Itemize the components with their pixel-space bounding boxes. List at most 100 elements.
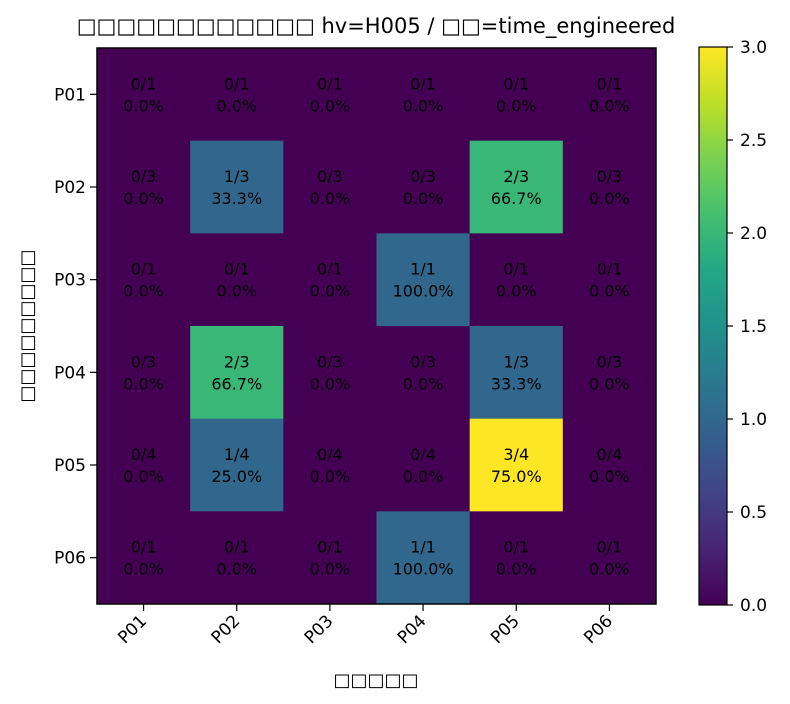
cell-label: 0/1 bbox=[317, 74, 343, 93]
y-axis-title: □□□□□□□□□ bbox=[17, 249, 38, 402]
cell-label: 0/1 bbox=[131, 538, 157, 557]
cell-label: 100.0% bbox=[393, 282, 454, 301]
cell-label: 0/1 bbox=[317, 260, 343, 279]
x-tick-label: P01 bbox=[114, 611, 151, 648]
cell-label: 0/1 bbox=[317, 538, 343, 557]
heatmap-cell bbox=[97, 48, 191, 142]
cell-label: 25.0% bbox=[211, 467, 262, 486]
cell-label: 0.0% bbox=[216, 282, 257, 301]
cell-label: 0.0% bbox=[589, 189, 630, 208]
heatmap-cell bbox=[562, 326, 657, 420]
cell-label: 0.0% bbox=[403, 96, 444, 115]
cell-label: 0.0% bbox=[123, 467, 164, 486]
cell-label: 0/3 bbox=[597, 167, 623, 186]
cell-label: 0.0% bbox=[123, 560, 164, 579]
cell-label: 0/1 bbox=[503, 260, 529, 279]
heatmap-cell bbox=[376, 326, 471, 420]
heatmap-cell bbox=[376, 418, 471, 512]
cell-label: 0/3 bbox=[131, 352, 157, 371]
cell-label: 0.0% bbox=[403, 189, 444, 208]
cell-label: 0/1 bbox=[597, 538, 623, 557]
colorbar-tick-label: 3.0 bbox=[740, 38, 767, 58]
heatmap-cell bbox=[97, 418, 191, 512]
heatmap-cells bbox=[97, 48, 657, 605]
colorbar-gradient bbox=[698, 46, 728, 606]
cell-label: 0/4 bbox=[597, 445, 623, 464]
cell-label: 3/4 bbox=[503, 445, 529, 464]
cell-label: 1/3 bbox=[503, 352, 529, 371]
cell-label: 0/4 bbox=[317, 445, 343, 464]
cell-label: 0.0% bbox=[310, 374, 351, 393]
cell-label: 0.0% bbox=[589, 374, 630, 393]
cell-label: 0/1 bbox=[410, 74, 436, 93]
heatmap-cell bbox=[376, 48, 471, 142]
heatmap-cell bbox=[376, 511, 471, 605]
y-tick-label: P05 bbox=[54, 456, 86, 476]
cell-label: 0.0% bbox=[123, 282, 164, 301]
colorbar-tick-label: 2.0 bbox=[740, 224, 767, 244]
cell-label: 0/1 bbox=[597, 74, 623, 93]
heatmap-cell bbox=[562, 418, 657, 512]
cell-label: 0/3 bbox=[131, 167, 157, 186]
colorbar-tick-label: 1.0 bbox=[740, 410, 767, 430]
cell-label: 0.0% bbox=[589, 467, 630, 486]
heatmap-cell bbox=[97, 233, 191, 327]
heatmap-cell bbox=[97, 511, 191, 605]
heatmap-cell bbox=[190, 233, 284, 327]
heatmap-cell bbox=[562, 233, 657, 327]
y-axis-ticks: P01 P02 P03 P04 P05 P06 bbox=[54, 85, 97, 569]
heatmap-cell bbox=[283, 48, 377, 142]
cell-label: 0/1 bbox=[597, 260, 623, 279]
cell-label: 0/1 bbox=[131, 74, 157, 93]
y-tick-label: P06 bbox=[54, 549, 86, 569]
cell-label: 66.7% bbox=[491, 189, 542, 208]
cell-label: 66.7% bbox=[211, 374, 262, 393]
cell-label: 33.3% bbox=[491, 374, 542, 393]
cell-label: 0/1 bbox=[131, 260, 157, 279]
x-tick-label: P06 bbox=[580, 611, 617, 648]
cell-label: 0.0% bbox=[216, 560, 257, 579]
cell-label: 75.0% bbox=[491, 467, 542, 486]
plot-frame bbox=[96, 47, 657, 605]
cell-label: 100.0% bbox=[393, 560, 454, 579]
cell-label: 0/4 bbox=[131, 445, 157, 464]
y-tick-label: P04 bbox=[54, 363, 86, 383]
cell-label: 0/1 bbox=[224, 260, 250, 279]
heatmap-cell bbox=[469, 233, 564, 327]
heatmap-cell bbox=[562, 48, 657, 142]
heatmap-cell bbox=[283, 418, 377, 512]
heatmap-cell bbox=[469, 511, 564, 605]
heatmap-cell bbox=[190, 418, 284, 512]
cell-label: 0.0% bbox=[123, 96, 164, 115]
cell-label: 0/3 bbox=[317, 167, 343, 186]
y-tick-label: P01 bbox=[54, 85, 86, 105]
cell-label: 0.0% bbox=[310, 560, 351, 579]
x-axis-title: □□□□□ bbox=[333, 670, 418, 691]
cell-label: 0.0% bbox=[403, 374, 444, 393]
x-tick-label: P04 bbox=[394, 611, 431, 648]
cell-label: 0/3 bbox=[410, 167, 436, 186]
heatmap-cell bbox=[562, 140, 657, 234]
heatmap-cell bbox=[190, 48, 284, 142]
cell-label: 1/4 bbox=[224, 445, 250, 464]
heatmap-cell bbox=[283, 233, 377, 327]
cell-label: 1/1 bbox=[410, 260, 436, 279]
cell-label: 2/3 bbox=[503, 167, 529, 186]
cell-label: 33.3% bbox=[211, 189, 262, 208]
cell-label: 0/3 bbox=[597, 352, 623, 371]
cell-label: 1/3 bbox=[224, 167, 250, 186]
cell-label: 0/4 bbox=[410, 445, 436, 464]
chart-title: □□□□□□□□□□□□ hv=H005 / □□=time_engineere… bbox=[77, 14, 676, 39]
colorbar: 0.0 0.5 1.0 1.5 2.0 2.5 3.0 bbox=[698, 38, 767, 616]
colorbar-ticks: 0.0 0.5 1.0 1.5 2.0 2.5 3.0 bbox=[727, 38, 767, 616]
heatmap-cell bbox=[283, 326, 377, 420]
heatmap-cell bbox=[469, 48, 564, 142]
heatmap-cell bbox=[97, 326, 191, 420]
y-tick-label: P03 bbox=[54, 271, 86, 291]
cell-label: 0/3 bbox=[410, 352, 436, 371]
cell-label: 0/1 bbox=[503, 74, 529, 93]
heatmap-cell bbox=[376, 140, 471, 234]
colorbar-tick-label: 0.0 bbox=[740, 596, 767, 616]
heatmap-cell bbox=[376, 233, 471, 327]
